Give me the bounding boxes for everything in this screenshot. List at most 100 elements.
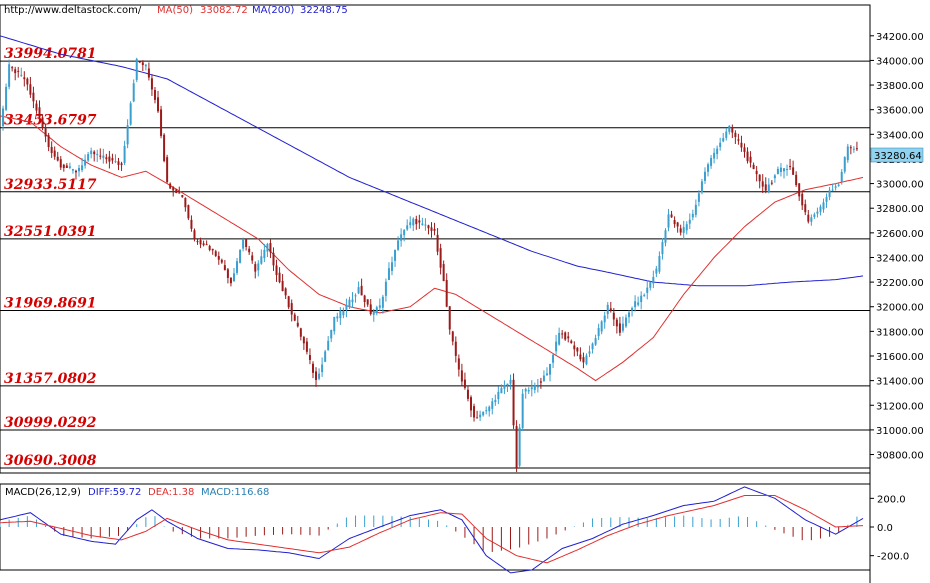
candle-body	[248, 248, 251, 253]
candle-body	[68, 166, 71, 168]
candle-body	[457, 358, 460, 370]
candle-body	[542, 375, 545, 382]
candle-body	[515, 426, 518, 468]
candle-body	[725, 131, 728, 138]
candle-body	[506, 383, 509, 386]
candle-body	[315, 371, 318, 380]
candle-body	[96, 153, 99, 156]
candle-body	[205, 244, 208, 246]
candle-body	[214, 251, 217, 256]
candle-body	[14, 69, 17, 74]
candle-body	[412, 218, 415, 226]
price-tick-label: 32600.00	[876, 229, 924, 240]
candle-body	[445, 279, 448, 307]
candle-body	[585, 355, 588, 365]
candle-body	[150, 78, 153, 90]
candle-body	[23, 77, 26, 80]
candle-body	[509, 379, 512, 384]
price-tick-label: 31400.00	[876, 377, 924, 388]
candle-body	[403, 230, 406, 236]
candle-body	[634, 301, 637, 308]
candle-body	[524, 389, 527, 392]
level-label: 30690.3008	[4, 453, 97, 469]
price-tick-label: 33600.00	[876, 106, 924, 117]
candle-body	[716, 148, 719, 155]
candle-body	[290, 303, 293, 315]
candle-body	[646, 287, 649, 293]
candle-body	[761, 181, 764, 187]
candle-body	[84, 159, 87, 166]
candle-body	[676, 222, 679, 227]
candle-body	[93, 151, 96, 155]
candle-body	[539, 381, 542, 383]
candle-body	[111, 158, 114, 161]
candle-body	[558, 332, 561, 345]
candle-body	[135, 58, 138, 80]
candle-body	[90, 150, 93, 155]
candle-body	[220, 259, 223, 263]
candle-body	[160, 109, 163, 136]
candlesticks	[2, 57, 858, 473]
source-url[interactable]: http://www.deltastock.com/	[4, 5, 142, 16]
candle-body	[126, 125, 129, 145]
candle-body	[436, 234, 439, 252]
candle-body	[232, 273, 235, 282]
price-tick-label: 34000.00	[876, 56, 924, 67]
candle-body	[476, 417, 479, 419]
candle-body	[339, 310, 342, 319]
candle-body	[2, 108, 5, 127]
candle-body	[819, 206, 822, 212]
candle-body	[38, 107, 41, 118]
candle-body	[59, 159, 62, 168]
candle-body	[743, 147, 746, 153]
candle-body	[29, 84, 32, 95]
candle-body	[545, 373, 548, 376]
candle-body	[846, 146, 849, 161]
macd-dea: DEA:1.38	[148, 487, 194, 498]
candle-body	[141, 62, 144, 65]
price-tick-label: 32400.00	[876, 253, 924, 264]
candle-body	[193, 230, 196, 239]
candle-body	[609, 308, 612, 311]
candle-body	[752, 164, 755, 169]
candle-body	[378, 305, 381, 308]
candle-body	[579, 354, 582, 360]
candle-body	[427, 225, 430, 229]
candle-body	[157, 97, 160, 112]
candle-body	[667, 214, 670, 228]
candle-body	[74, 170, 77, 173]
macd-dea-line	[0, 495, 864, 564]
candle-body	[837, 184, 840, 186]
candle-body	[555, 341, 558, 352]
candle-body	[196, 241, 199, 243]
level-label: 33994.0781	[4, 46, 97, 62]
candle-body	[804, 204, 807, 213]
ma50-value: 33082.72	[200, 5, 248, 16]
candle-body	[479, 414, 482, 418]
candle-body	[840, 171, 843, 183]
candle-body	[764, 184, 767, 191]
candle-body	[178, 192, 181, 194]
candle-body	[53, 150, 56, 157]
candle-body	[32, 92, 35, 102]
candle-body	[600, 321, 603, 332]
candle-body	[624, 317, 627, 327]
candle-body	[236, 261, 239, 273]
ma200-value: 32248.75	[300, 5, 348, 16]
candle-body	[439, 248, 442, 268]
level-label: 31969.8691	[4, 295, 97, 311]
candle-body	[169, 183, 172, 189]
candle-body	[549, 363, 552, 375]
candle-body	[123, 145, 126, 163]
candle-body	[269, 243, 272, 253]
candle-body	[345, 305, 348, 310]
price-tick-label: 31800.00	[876, 327, 924, 338]
candle-body	[460, 370, 463, 382]
candle-body	[789, 166, 792, 168]
candle-body	[591, 343, 594, 350]
level-label: 32933.5117	[4, 177, 97, 193]
candle-body	[409, 222, 412, 226]
candle-body	[11, 67, 14, 69]
candle-body	[731, 127, 734, 133]
candle-body	[473, 406, 476, 418]
